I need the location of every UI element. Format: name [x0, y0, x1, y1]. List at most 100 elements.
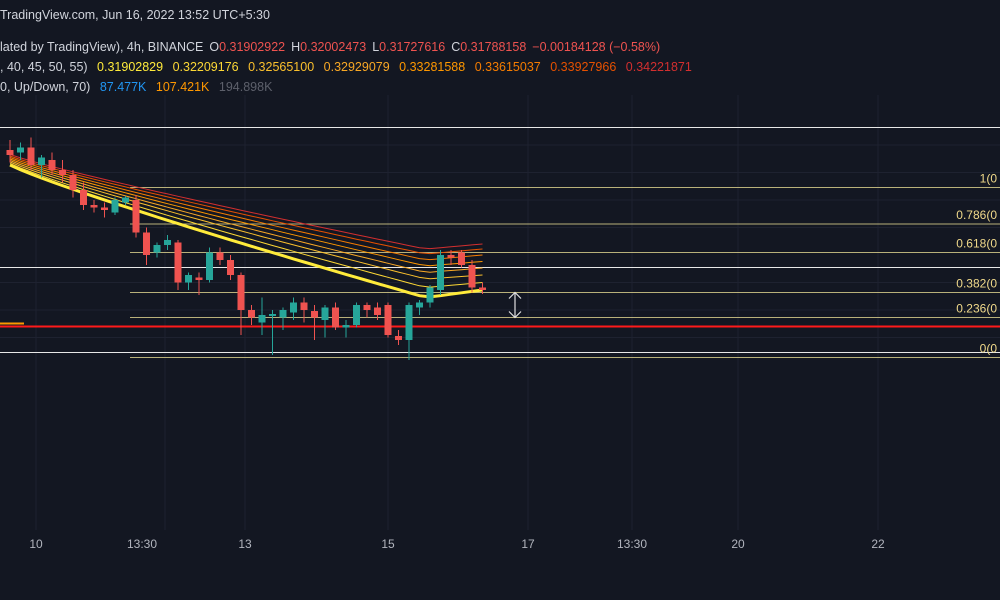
x-axis-tick-label: 10 [29, 537, 43, 551]
candle-body [353, 305, 360, 325]
candle-body [395, 336, 402, 340]
candle-body [269, 314, 276, 316]
open-label: O [209, 40, 220, 54]
candle-body [248, 310, 255, 318]
candle-body [174, 242, 182, 283]
volume-prefix: 0, Up/Down, 70) [0, 80, 91, 94]
change-value: −0.00184128 (−0.58%) [532, 40, 661, 54]
candle-body [206, 252, 213, 280]
fib-level-label: 0.618(0 [956, 237, 997, 251]
ema-value: 0.31902829 [97, 60, 164, 74]
candle-body [374, 307, 381, 315]
ema-value: 0.33927966 [550, 60, 617, 74]
x-axis: 10 13:30 13 15 17 13:30 20 22 [0, 530, 1000, 600]
x-axis-tick-label: 13:30 [617, 537, 647, 551]
symbol-prefix: lated by TradingView), 4h, BINANCE [0, 40, 204, 54]
candle-body [216, 252, 224, 260]
volume-down: 107.421K [155, 80, 210, 94]
fib-level-label: 0.236(0 [956, 302, 997, 316]
fib-level-label: 0(0 [980, 342, 998, 356]
candle-body [279, 310, 287, 318]
candle-body [405, 305, 413, 340]
x-axis-tick-label: 17 [521, 537, 535, 551]
candle-body [185, 275, 192, 283]
ema-line [9, 157, 483, 261]
x-axis-tick-label: 15 [381, 537, 395, 551]
close-label: C [451, 40, 461, 54]
low-value: 0.31727616 [379, 40, 446, 54]
grid-lines [0, 95, 1000, 530]
x-axis-band [0, 530, 1000, 600]
candle-body [342, 325, 350, 328]
candle-body [311, 311, 318, 318]
candle-body [416, 302, 423, 308]
ema-value: 0.33615037 [474, 60, 541, 74]
candle-body [258, 315, 266, 323]
candle-body [69, 175, 77, 190]
close-value: 0.31788158 [460, 40, 527, 54]
candle-body [300, 302, 308, 310]
candle-body [80, 190, 87, 205]
candle-body [227, 260, 234, 275]
ema-line [9, 158, 483, 267]
open-value: 0.31902922 [219, 40, 286, 54]
candle-body [437, 255, 444, 290]
source-line: TradingView.com, Jun 16, 2022 13:52 UTC+… [0, 8, 276, 22]
candle-body [17, 147, 24, 153]
source-text: TradingView.com, Jun 16, 2022 13:52 UTC+… [0, 8, 270, 22]
candle-body [143, 232, 150, 255]
horizontal-lines [0, 127, 1000, 353]
candle-body [363, 305, 371, 310]
x-axis-tick-label: 22 [871, 537, 885, 551]
fib-level-label: 0.786(0 [956, 208, 997, 222]
ema-line [9, 163, 483, 299]
ema-value: 0.32565100 [248, 60, 315, 74]
high-value: 0.32002473 [300, 40, 367, 54]
candle-body [48, 160, 56, 170]
candle-body [468, 265, 476, 288]
candlesticks [6, 137, 486, 360]
ema-value: 0.32209176 [172, 60, 239, 74]
candle-body [321, 307, 329, 320]
candle-body [111, 200, 119, 213]
candle-body [132, 200, 140, 233]
ema-value: 0.33281588 [399, 60, 466, 74]
x-axis-tick-label: 13:30 [127, 537, 157, 551]
candle-body [447, 255, 455, 258]
candle-body [153, 245, 161, 253]
volume-up: 87.477K [99, 80, 147, 94]
candle-body [290, 302, 297, 313]
candle-body [27, 147, 35, 165]
candle-body [332, 307, 339, 328]
candle-body [426, 287, 434, 303]
volume-line: 0, Up/Down, 70) 87.477K 107.421K 194.898… [0, 80, 278, 94]
candle-body [59, 170, 66, 175]
fib-level-label: 0.382(0 [956, 277, 997, 291]
candle-body [38, 157, 45, 165]
candle-body [237, 275, 245, 310]
x-axis-tick-label: 20 [731, 537, 745, 551]
high-label: H [291, 40, 301, 54]
ema-line [9, 155, 483, 255]
candle-body [384, 305, 392, 335]
arrow-head-up [508, 291, 522, 299]
candle-body [164, 240, 171, 245]
fibonacci-retracement[interactable]: 1(0 0.786(0 0.618(0 0.382(0 0.236(0 0(0 [130, 172, 1000, 358]
candle-body [458, 252, 465, 265]
ema-line [9, 160, 483, 273]
ema-line: , 40, 45, 50, 55) 0.31902829 0.32209176 … [0, 60, 698, 74]
range-arrow-icon[interactable] [508, 291, 522, 319]
ema-ribbon [9, 154, 483, 299]
ema-line [9, 161, 483, 280]
arrow-head-down [508, 311, 522, 319]
ema-line [9, 154, 483, 250]
ema-value: 0.32929079 [323, 60, 390, 74]
ema-line [9, 163, 483, 288]
ema-value: 0.34221871 [625, 60, 692, 74]
low-label: L [372, 40, 380, 54]
candle-body [479, 287, 486, 290]
candle-body [122, 197, 129, 203]
candle-body [6, 150, 14, 155]
fib-level-label: 1(0 [980, 172, 998, 186]
